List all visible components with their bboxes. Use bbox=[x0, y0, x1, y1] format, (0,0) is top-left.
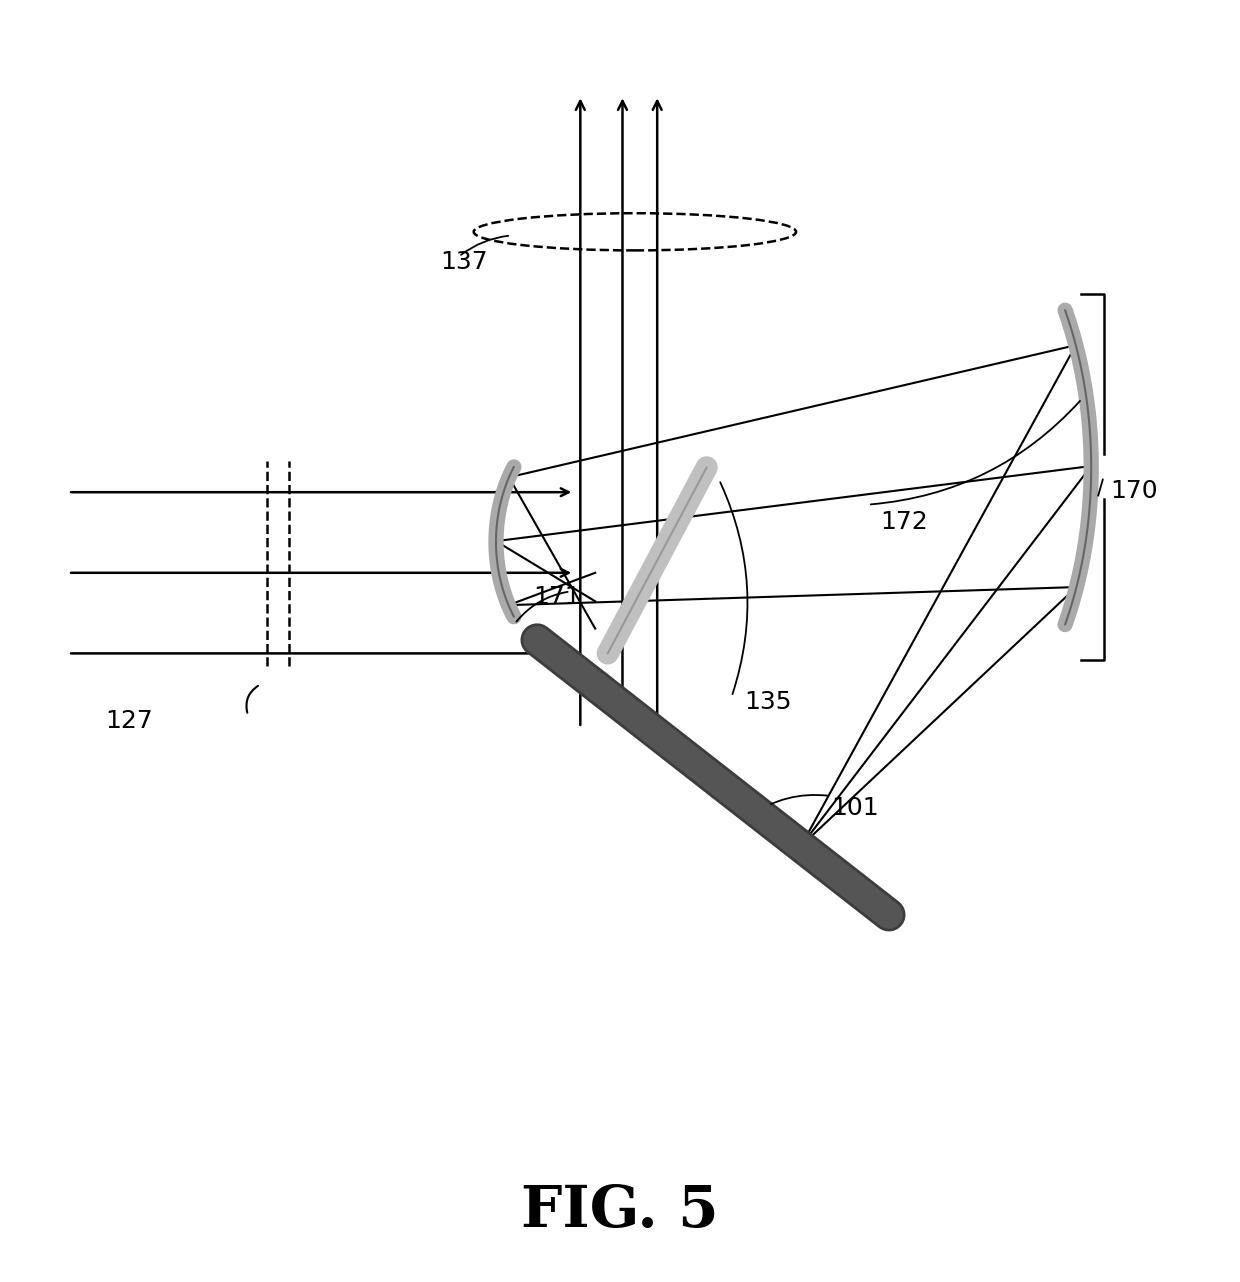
Text: FIG. 5: FIG. 5 bbox=[521, 1183, 719, 1240]
Text: 137: 137 bbox=[440, 250, 487, 274]
Text: 171: 171 bbox=[533, 585, 580, 609]
Text: 172: 172 bbox=[880, 510, 929, 535]
Text: 135: 135 bbox=[744, 690, 791, 714]
Text: 170: 170 bbox=[1110, 479, 1157, 504]
Text: 127: 127 bbox=[105, 709, 154, 733]
Text: 101: 101 bbox=[831, 796, 878, 819]
